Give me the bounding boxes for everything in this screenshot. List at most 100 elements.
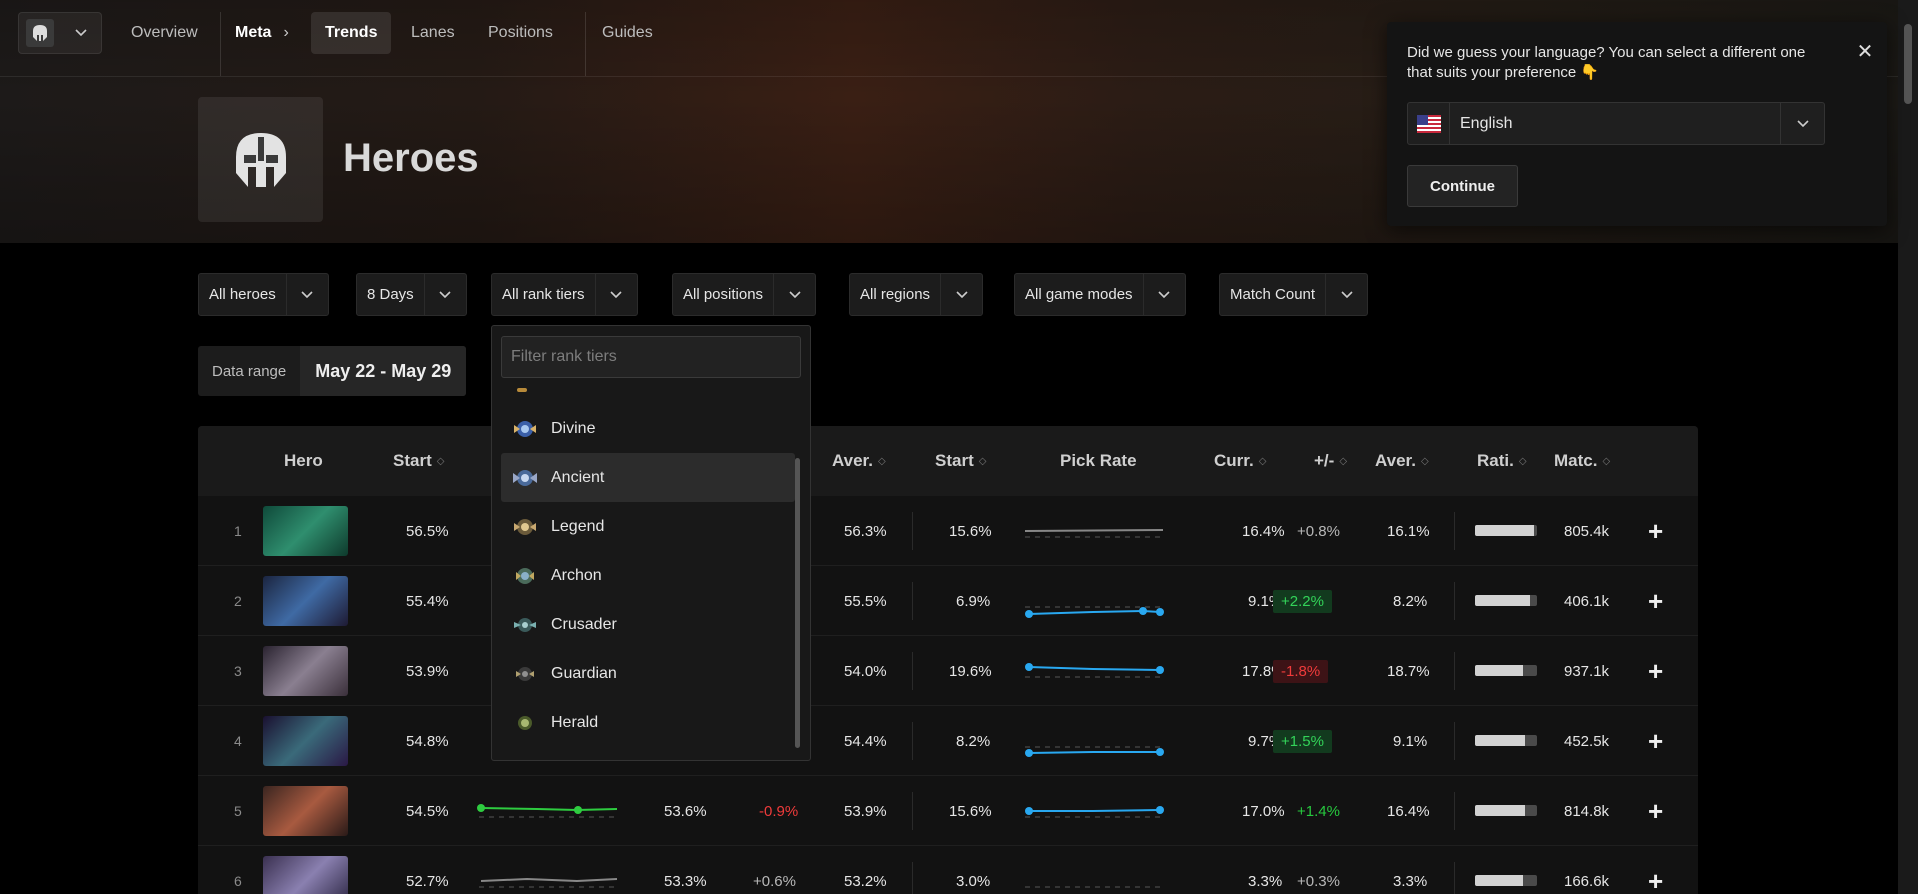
pick-delta: +1.5% bbox=[1273, 706, 1332, 776]
table-row[interactable]: 2 55.4% 55.5% 6.9% 9.1% +2.2% 8.2% 406.1… bbox=[198, 566, 1698, 636]
table-row[interactable]: 5 54.5% 53.6% -0.9% 53.9% 15.6% 17.0% +1… bbox=[198, 776, 1698, 846]
scrollbar-thumb[interactable] bbox=[1904, 24, 1912, 104]
rank-tier-dropdown: Divine Ancient Legend Archon Crusader Gu… bbox=[491, 325, 811, 761]
sort-icon: ◇ bbox=[436, 455, 445, 467]
pick-average: 3.3% bbox=[1393, 872, 1428, 890]
column-divider bbox=[912, 722, 913, 760]
win-rate-sparkline bbox=[479, 877, 618, 888]
win-rate-sparkline bbox=[477, 804, 618, 818]
rank-option-legend[interactable]: Legend bbox=[501, 502, 795, 551]
close-icon[interactable]: ✕ bbox=[1856, 40, 1874, 63]
add-icon[interactable]: + bbox=[1648, 865, 1664, 894]
add-icon[interactable]: + bbox=[1648, 655, 1664, 686]
chevron-down-icon[interactable] bbox=[423, 274, 466, 315]
win-current: 53.6% bbox=[664, 802, 707, 820]
add-icon[interactable]: + bbox=[1648, 725, 1664, 756]
add-icon[interactable]: + bbox=[1648, 585, 1664, 616]
chevron-down-icon[interactable] bbox=[60, 13, 101, 53]
pick-delta: +2.2% bbox=[1273, 566, 1332, 636]
us-flag-icon bbox=[1408, 103, 1450, 144]
rank-option-archon[interactable]: Archon bbox=[501, 551, 795, 600]
col-pick-average[interactable]: Aver. ◇ bbox=[1375, 451, 1429, 470]
filter-rank-tiers[interactable]: All rank tiers bbox=[491, 273, 638, 316]
win-average: 54.0% bbox=[844, 662, 887, 680]
divine-medal-icon bbox=[511, 415, 539, 443]
breadcrumb-chevron-icon: › bbox=[283, 24, 289, 41]
nav-separator bbox=[585, 12, 586, 76]
continue-button[interactable]: Continue bbox=[1407, 165, 1518, 207]
add-icon[interactable]: + bbox=[1648, 515, 1664, 546]
filter-heroes[interactable]: All heroes bbox=[198, 273, 329, 316]
table-row[interactable]: 6 52.7% 53.3% +0.6% 53.2% 3.0% 3.3% +0.3… bbox=[198, 846, 1698, 894]
hero-portrait[interactable] bbox=[263, 576, 348, 626]
nav-lanes[interactable]: Lanes bbox=[411, 24, 455, 41]
hero-portrait[interactable] bbox=[263, 716, 348, 766]
filter-sort-by[interactable]: Match Count bbox=[1219, 273, 1369, 316]
col-hero[interactable]: Hero bbox=[284, 451, 323, 470]
filter-regions[interactable]: All regions bbox=[849, 273, 984, 316]
win-start: 56.5% bbox=[406, 522, 449, 540]
nav-guides[interactable]: Guides bbox=[602, 24, 653, 41]
chevron-down-icon[interactable] bbox=[594, 274, 637, 315]
filter-positions[interactable]: All positions bbox=[672, 273, 817, 316]
hero-portrait[interactable] bbox=[263, 856, 348, 894]
chevron-down-icon[interactable] bbox=[1142, 274, 1185, 315]
logo-menu-button[interactable] bbox=[18, 12, 102, 54]
pick-delta: +0.3% bbox=[1297, 872, 1340, 890]
chevron-down-icon[interactable] bbox=[773, 274, 815, 315]
pick-rate-sparkline bbox=[1025, 886, 1163, 888]
nav-meta[interactable]: Meta › bbox=[235, 24, 289, 41]
chevron-down-icon[interactable] bbox=[940, 274, 982, 315]
nav-overview[interactable]: Overview bbox=[131, 24, 198, 41]
dropdown-scrollbar[interactable] bbox=[795, 458, 800, 748]
language-select[interactable]: English bbox=[1407, 102, 1825, 145]
table-row[interactable]: 3 53.9% 54.0% 19.6% 17.8% -1.8% 18.7% 93… bbox=[198, 636, 1698, 706]
chevron-down-icon[interactable] bbox=[285, 274, 328, 315]
chevron-down-icon[interactable] bbox=[1780, 103, 1824, 144]
page-scrollbar[interactable] bbox=[1898, 0, 1918, 894]
column-divider bbox=[912, 512, 913, 550]
col-pick-start[interactable]: Start ◇ bbox=[935, 451, 987, 470]
col-win-start[interactable]: Start ◇ bbox=[393, 451, 445, 470]
filter-label: All rank tiers bbox=[502, 286, 585, 303]
match-count: 937.1k bbox=[1564, 662, 1610, 680]
column-divider bbox=[1454, 722, 1455, 760]
col-ratio[interactable]: Rati. ◇ bbox=[1477, 451, 1527, 470]
logo[interactable] bbox=[19, 13, 60, 53]
win-delta: +0.6% bbox=[753, 872, 796, 890]
pick-current: 17.0% bbox=[1242, 802, 1285, 820]
col-win-average[interactable]: Aver. ◇ bbox=[832, 451, 886, 470]
pick-current: 3.3% bbox=[1248, 872, 1283, 890]
pick-current: 16.4% bbox=[1242, 522, 1285, 540]
pick-rate-sparkline bbox=[1025, 663, 1164, 678]
hero-portrait[interactable] bbox=[263, 646, 348, 696]
add-icon[interactable]: + bbox=[1648, 795, 1664, 826]
hero-portrait[interactable] bbox=[263, 506, 348, 556]
rank-option-ancient[interactable]: Ancient bbox=[501, 453, 795, 502]
rank-option-herald[interactable]: Herald bbox=[501, 698, 795, 747]
table-row[interactable]: 4 54.8% 54.4% 8.2% 9.7% +1.5% 9.1% 452.5… bbox=[198, 706, 1698, 776]
filter-game-modes[interactable]: All game modes bbox=[1014, 273, 1186, 316]
sort-icon: ◇ bbox=[978, 455, 987, 467]
nav-positions[interactable]: Positions bbox=[488, 24, 553, 41]
rank-option-guardian[interactable]: Guardian bbox=[501, 649, 795, 698]
match-count: 406.1k bbox=[1564, 592, 1610, 610]
pick-delta: +0.8% bbox=[1297, 522, 1340, 540]
win-average: 55.5% bbox=[844, 592, 887, 610]
col-matches[interactable]: Matc. ◇ bbox=[1554, 451, 1611, 470]
hero-portrait[interactable] bbox=[263, 786, 348, 836]
table-row[interactable]: 1 56.5% 56.3% 15.6% 16.4% +0.8% 16.1% 80… bbox=[198, 496, 1698, 566]
match-count: 805.4k bbox=[1564, 522, 1610, 540]
rank-option-divine[interactable]: Divine bbox=[501, 404, 795, 453]
sort-icon: ◇ bbox=[1518, 455, 1527, 467]
ratio-bar bbox=[1475, 595, 1537, 606]
rank-option-crusader[interactable]: Crusader bbox=[501, 600, 795, 649]
filter-days[interactable]: 8 Days bbox=[356, 273, 467, 316]
ratio-bar bbox=[1475, 875, 1537, 886]
rank-filter-input[interactable] bbox=[501, 336, 801, 378]
pick-start: 15.6% bbox=[949, 522, 992, 540]
col-pick-current[interactable]: Curr. ◇ bbox=[1214, 451, 1267, 470]
nav-trends[interactable]: Trends bbox=[311, 12, 392, 54]
chevron-down-icon[interactable] bbox=[1325, 274, 1367, 315]
col-pick-delta[interactable]: +/- ◇ bbox=[1314, 451, 1348, 470]
